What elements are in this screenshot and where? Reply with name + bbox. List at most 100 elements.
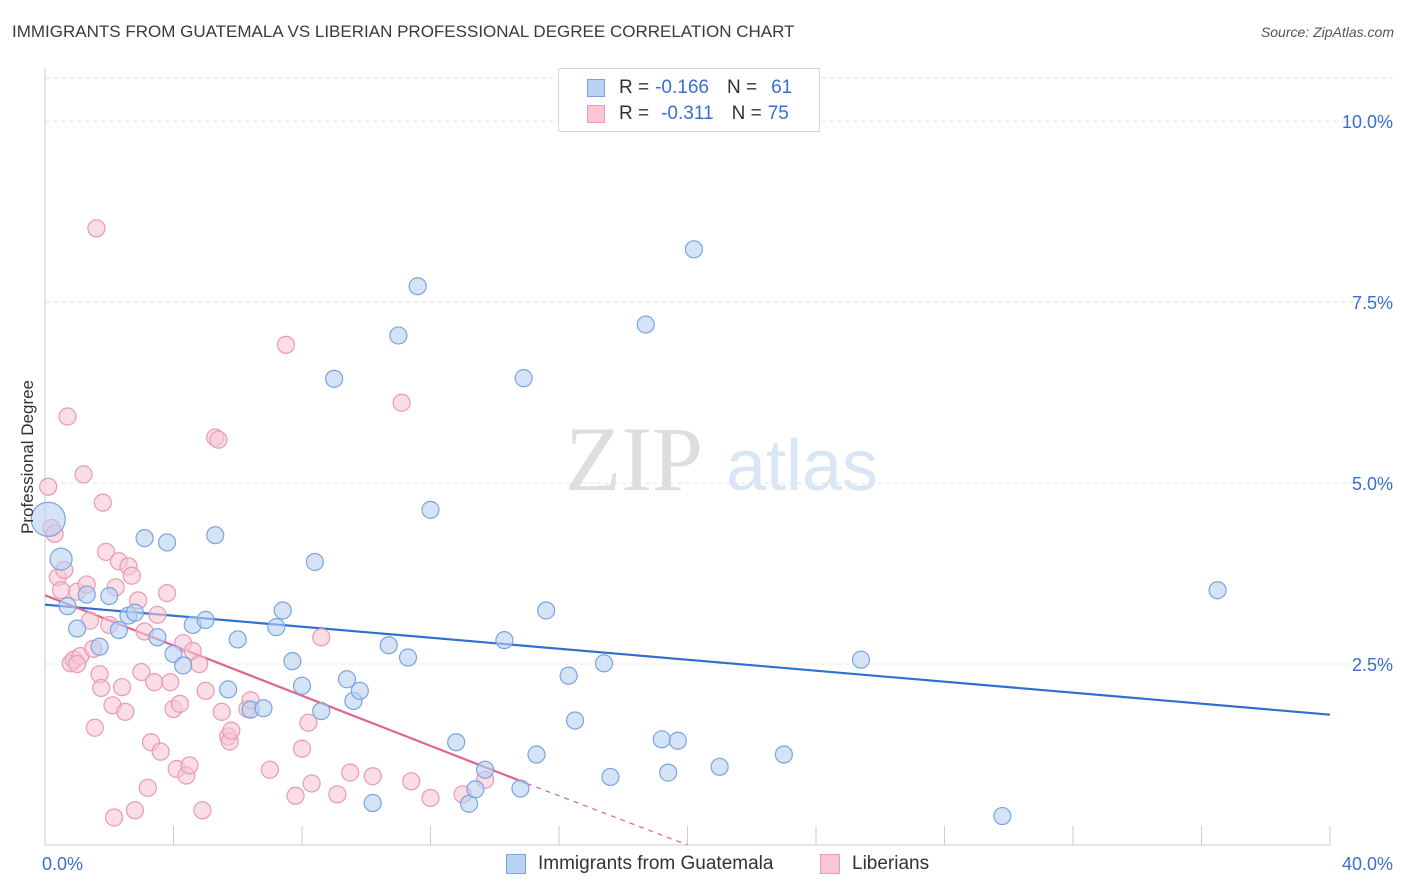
guatemala-point (774, 745, 793, 764)
liberian-point (157, 584, 177, 603)
guatemala-point (389, 326, 408, 345)
bottom-legend-swatch-pink (820, 854, 840, 874)
liberian-point (180, 756, 199, 775)
watermark: ZIP atlas (565, 408, 878, 510)
y-tick-label: 2.5% (1352, 655, 1393, 675)
liberian-point (363, 767, 382, 786)
liberian-point (104, 808, 124, 827)
guatemala-point (408, 277, 427, 296)
guatemala-point (219, 680, 238, 699)
guatemala-point (254, 699, 273, 718)
liberian-point (193, 801, 212, 820)
guatemala-point (196, 610, 215, 629)
liberian-point (148, 605, 167, 624)
y-tick-label: 10.0% (1342, 112, 1393, 132)
liberian-point (341, 763, 360, 782)
liberian-point (125, 801, 145, 820)
liberian-point (260, 760, 279, 779)
liberian-point (93, 493, 112, 512)
guatemala-point (514, 369, 533, 388)
legend-swatch-pink (587, 105, 605, 123)
guatemala-point (652, 730, 671, 749)
y-tick-label: 5.0% (1352, 474, 1393, 494)
guatemala-point (537, 601, 556, 620)
liberian-point (92, 678, 111, 698)
chart-title: IMMIGRANTS FROM GUATEMALA VS LIBERIAN PR… (12, 22, 795, 41)
guatemala-point (710, 757, 729, 776)
liberian-point (209, 430, 228, 449)
legend-n-label: N = (731, 103, 762, 124)
liberian-point (302, 774, 321, 793)
bottom-legend-label: Immigrants from Guatemala (538, 853, 774, 874)
guatemala-point (109, 620, 128, 640)
guatemala-point (993, 806, 1012, 826)
liberian-point (116, 702, 135, 721)
legend-r-label: R = (619, 77, 650, 98)
guatemala-point (312, 701, 331, 721)
liberian-point (132, 662, 151, 682)
liberian-point (145, 673, 164, 692)
guatemala-point (100, 586, 119, 606)
legend-n-value: 61 (771, 77, 793, 98)
x-tick-label: 40.0% (1342, 854, 1393, 874)
guatemala-point (466, 780, 485, 799)
guatemala-point (174, 656, 193, 675)
guatemala-point (49, 547, 73, 571)
guatemala-point (125, 603, 145, 622)
guatemala-point (325, 369, 344, 388)
legend-r-value: -0.166 (655, 77, 709, 98)
guatemala-point (601, 767, 620, 787)
liberian-point (212, 702, 231, 721)
guatemala-point (283, 652, 302, 671)
liberian-point (196, 681, 215, 700)
liberian-trend-extension (526, 782, 688, 846)
liberian-point (299, 713, 318, 732)
liberian-point (74, 465, 93, 484)
guatemala-point (559, 666, 578, 685)
liberian-point (402, 772, 421, 791)
guatemala-point (148, 628, 167, 647)
guatemala-point (1208, 581, 1227, 600)
guatemala-point (77, 585, 96, 604)
guatemala-point (206, 526, 225, 545)
liberian-point (112, 678, 132, 697)
guatemala-point (668, 731, 687, 750)
guatemala-point (659, 763, 678, 782)
liberian-point (222, 721, 241, 740)
liberian-point (151, 742, 170, 761)
liberian-point (328, 785, 347, 804)
guatemala-point (851, 650, 871, 669)
data-points (30, 219, 1227, 827)
guatemala-point (292, 676, 312, 695)
legend-row-guatemala: R = -0.166 N = 61 (587, 76, 792, 100)
y-tick-label: 7.5% (1352, 293, 1393, 313)
liberian-point (286, 786, 305, 805)
legend-swatch-blue (587, 79, 605, 97)
guatemala-point (157, 533, 177, 552)
correlation-legend: R = -0.166 N = 61 R = -0.311 N = 75 (558, 68, 820, 132)
liberian-point (421, 788, 440, 808)
legend-r-label: R = (619, 103, 650, 124)
guatemala-point (398, 648, 418, 667)
guatemala-point (350, 681, 369, 700)
liberian-point (392, 393, 411, 412)
guatemala-point (565, 711, 585, 730)
guatemala-point (68, 619, 87, 638)
guatemala-point (90, 637, 109, 656)
guatemala-point (58, 597, 77, 616)
guatemala-point (267, 618, 286, 637)
guatemala-point (476, 760, 495, 779)
bottom-legend-label: Liberians (852, 853, 930, 874)
guatemala-point (30, 501, 66, 537)
liberian-point (161, 673, 180, 692)
guatemala-point (636, 315, 655, 334)
guatemala-point (594, 654, 614, 673)
liberian-point (39, 477, 58, 496)
guatemala-point (363, 793, 382, 813)
guatemala-point (337, 670, 357, 689)
watermark-zip: ZIP (565, 408, 703, 510)
guatemala-point (135, 529, 154, 548)
guatemala-trend-line (44, 603, 1331, 716)
guatemala-point (379, 636, 398, 655)
